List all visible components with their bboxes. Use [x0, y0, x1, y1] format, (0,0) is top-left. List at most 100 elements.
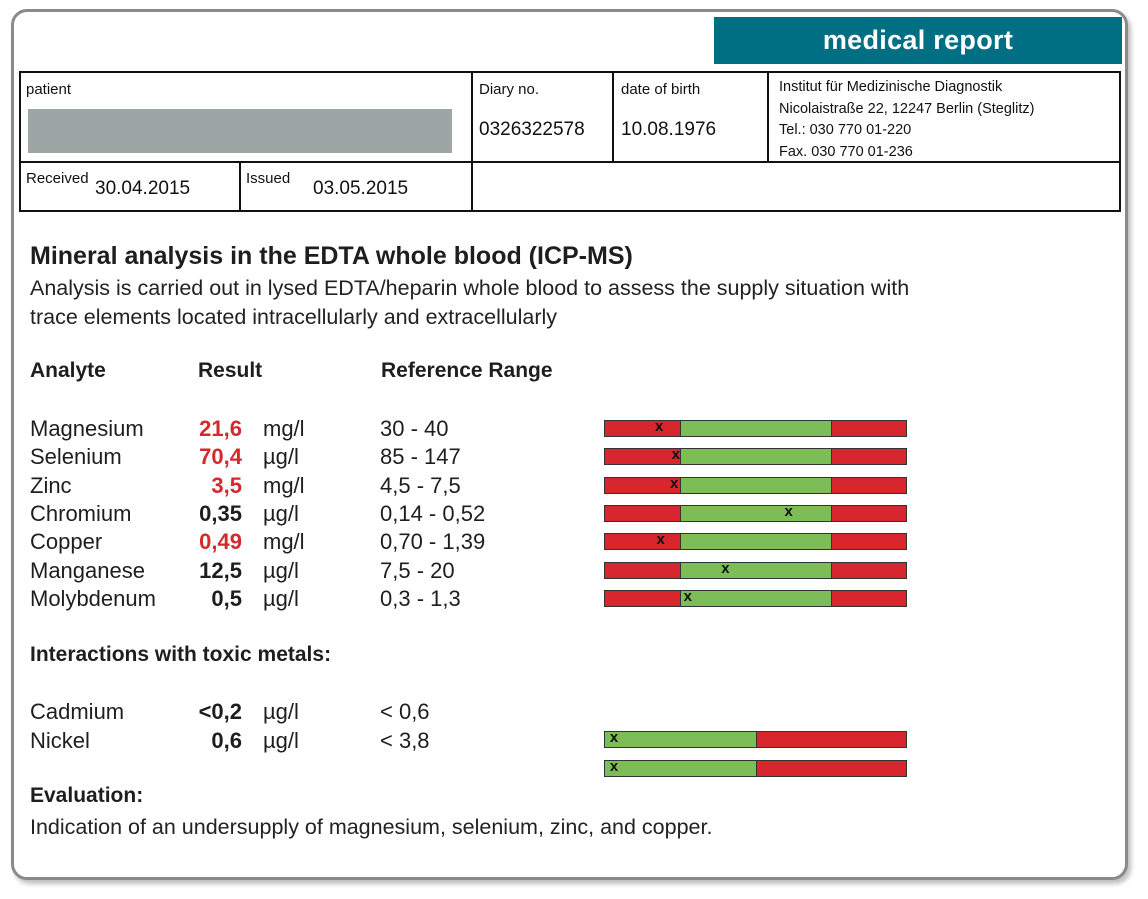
- range-bar: x: [604, 418, 907, 437]
- analyte-result: 0,49: [199, 529, 242, 555]
- evaluation-text: Indication of an undersupply of magnesiu…: [30, 815, 713, 839]
- issued-cell: Issued 03.05.2015: [239, 161, 473, 212]
- range-bar-green-segment: [680, 449, 831, 465]
- analyte-reference: 30 - 40: [380, 416, 449, 441]
- range-bar-red-segment: [830, 477, 906, 493]
- analyte-unit: µg/l: [263, 727, 299, 753]
- patient-name-redacted: [28, 109, 452, 153]
- range-bar-green-segment: [680, 534, 831, 550]
- diary-value: 0326322578: [479, 119, 585, 140]
- range-bar-red-segment: [605, 505, 681, 521]
- issued-label: Issued: [246, 170, 291, 187]
- institute-cell: Institut für Medizinische Diagnostik Nic…: [767, 71, 1121, 163]
- result-marker: x: [609, 729, 619, 746]
- description-line-1: Analysis is carried out in lysed EDTA/he…: [30, 276, 910, 300]
- diary-cell: Diary no. 0326322578: [471, 71, 614, 163]
- dob-value: 10.08.1976: [621, 119, 717, 140]
- patient-cell: patient: [19, 71, 473, 163]
- analyte-reference: 85 - 147: [380, 444, 461, 470]
- analyte-row: Magnesium 21,6 mg/l 30 - 40: [0, 415, 1148, 443]
- analyte-reference: < 0,6: [380, 699, 430, 724]
- analyte-row: Chromium 0,35 µg/l 0,14 - 0,52: [0, 500, 1148, 528]
- analyte-unit: µg/l: [263, 444, 299, 470]
- analyte-result: <0,2: [198, 699, 242, 724]
- analyte-reference: 0,14 - 0,52: [380, 500, 486, 526]
- result-marker: x: [683, 587, 692, 605]
- institute-fax: Fax. 030 770 01-236: [779, 144, 913, 160]
- analyte-unit: mg/l: [263, 416, 305, 441]
- range-bar-green-segment: [680, 421, 831, 436]
- range-bar-red-segment: [605, 421, 681, 436]
- result-marker: x: [655, 418, 664, 435]
- analyte-name: Chromium: [30, 500, 132, 526]
- description-line-2: trace elements located intracellularly a…: [30, 305, 558, 329]
- report-card: [11, 9, 1128, 880]
- result-marker: x: [671, 446, 680, 464]
- analyte-reference: 0,70 - 1,39: [380, 529, 486, 555]
- range-bar: x: [604, 587, 907, 607]
- received-cell: Received 30.04.2015: [19, 161, 241, 212]
- range-bar-red-segment: [830, 534, 906, 550]
- range-bar-red-segment: [605, 562, 681, 578]
- range-bar-green-segment: [605, 761, 756, 776]
- range-bar-green-segment: [680, 477, 831, 493]
- analyte-name: Copper: [30, 529, 103, 555]
- analyte-name: Nickel: [30, 727, 90, 753]
- range-bar: x: [604, 475, 907, 494]
- analyte-result: 3,5: [211, 472, 242, 498]
- range-bar: x: [604, 729, 907, 748]
- range-bar-green-segment: [605, 732, 756, 747]
- result-marker: x: [784, 502, 793, 520]
- range-bar: x: [604, 502, 907, 522]
- analyte-result: 12,5: [199, 557, 242, 583]
- col-reference: Reference Range: [381, 359, 553, 382]
- range-bar-green-segment: [680, 562, 831, 578]
- analyte-unit: µg/l: [263, 585, 299, 611]
- analyte-row: Copper 0,49 mg/l 0,70 - 1,39: [0, 528, 1148, 556]
- empty-cell: [471, 161, 1121, 212]
- dob-cell: date of birth 10.08.1976: [612, 71, 769, 163]
- range-bar-red-segment: [830, 562, 906, 578]
- analyte-unit: mg/l: [263, 472, 305, 498]
- patient-label: patient: [26, 81, 72, 98]
- range-bar-red-segment: [605, 590, 681, 606]
- analyte-row: Molybdenum 0,5 µg/l 0,3 - 1,3: [0, 585, 1148, 613]
- range-bar-red-segment: [830, 590, 906, 606]
- result-marker: x: [656, 531, 665, 549]
- analyte-result: 0,5: [211, 585, 242, 611]
- toxic-section-title: Interactions with toxic metals:: [30, 643, 332, 666]
- analyte-unit: µg/l: [263, 699, 299, 724]
- analyte-name: Selenium: [30, 444, 122, 470]
- range-bar-red-segment: [605, 477, 681, 493]
- analyte-row: Cadmium <0,2 µg/l < 0,6: [0, 698, 1148, 726]
- col-analyte: Analyte: [30, 359, 106, 382]
- received-label: Received: [26, 170, 89, 187]
- range-bar-red-segment: [830, 421, 906, 436]
- analyte-unit: mg/l: [263, 529, 305, 555]
- analyte-name: Magnesium: [30, 416, 144, 441]
- analyte-result: 70,4: [199, 444, 242, 470]
- analyte-unit: µg/l: [263, 557, 299, 583]
- range-bar: x: [604, 446, 907, 466]
- analyte-row: Zinc 3,5 mg/l 4,5 - 7,5: [0, 472, 1148, 500]
- analyte-name: Manganese: [30, 557, 145, 583]
- analyte-reference: 7,5 - 20: [380, 557, 455, 583]
- range-bar-red-segment: [605, 534, 681, 550]
- diary-label: Diary no.: [479, 81, 540, 98]
- evaluation-title: Evaluation:: [30, 784, 144, 807]
- range-bar-red-segment: [830, 449, 906, 465]
- analyte-row: Nickel 0,6 µg/l < 3,8: [0, 727, 1148, 755]
- analyte-name: Zinc: [30, 472, 72, 498]
- institute-tel: Tel.: 030 770 01-220: [779, 122, 912, 138]
- result-marker: x: [609, 758, 619, 775]
- analyte-row: Manganese 12,5 µg/l 7,5 - 20: [0, 557, 1148, 585]
- analyte-name: Molybdenum: [30, 585, 156, 611]
- range-bar: x: [604, 758, 907, 777]
- issued-value: 03.05.2015: [313, 178, 409, 199]
- analyte-reference: 4,5 - 7,5: [380, 472, 461, 498]
- analyte-unit: µg/l: [263, 500, 299, 526]
- institute-address: Nicolaistraße 22, 12247 Berlin (Steglitz…: [779, 101, 1035, 117]
- col-result: Result: [198, 359, 263, 382]
- analyte-result: 0,6: [211, 727, 242, 753]
- analyte-result: 21,6: [199, 416, 242, 441]
